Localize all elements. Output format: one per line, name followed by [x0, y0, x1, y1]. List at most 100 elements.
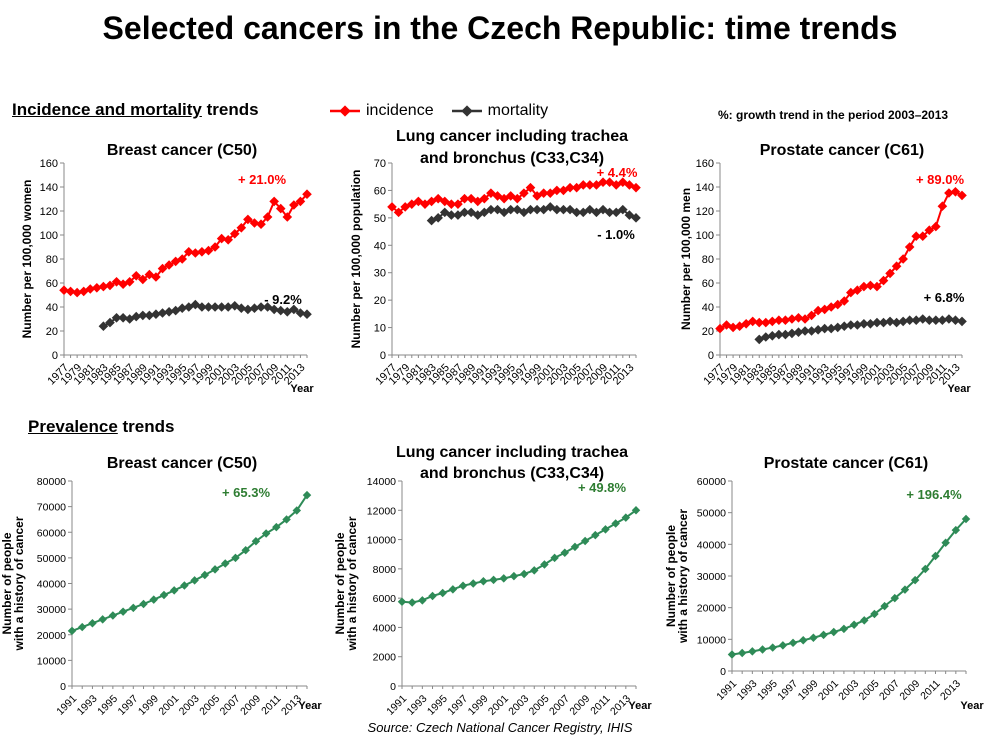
data-point	[275, 203, 286, 214]
data-point	[598, 177, 608, 188]
data-point	[819, 630, 828, 640]
data-point	[793, 327, 804, 338]
y-tick-label: 70	[374, 158, 386, 170]
y-tick-label: 8000	[373, 564, 397, 576]
x-tick-label: 2001	[816, 678, 841, 703]
data-point	[917, 231, 928, 242]
data-point	[885, 316, 895, 327]
data-point	[611, 519, 620, 528]
data-point	[560, 548, 570, 557]
legend-label-mortality: mortality	[487, 102, 549, 119]
y-tick-label: 40	[374, 240, 386, 252]
y-tick-label: 70000	[37, 502, 66, 514]
data-point	[865, 318, 876, 329]
legend-marker-incidence	[330, 105, 360, 117]
y-tick-label: 160	[696, 158, 714, 170]
data-point	[859, 281, 869, 292]
chart-title: and bronchus (C33,C34)	[420, 150, 604, 167]
data-point	[249, 303, 260, 314]
data-point	[900, 585, 910, 594]
y-tick-label: 80000	[37, 476, 66, 488]
data-point	[829, 627, 838, 637]
data-point	[910, 575, 920, 585]
y-tick-label: 0	[380, 350, 386, 362]
data-point	[747, 316, 758, 327]
data-point	[302, 309, 312, 320]
data-point	[203, 245, 214, 256]
data-point	[604, 207, 615, 218]
y-tick-label: 20000	[697, 603, 726, 615]
y-axis-label: with a history of cancer	[345, 516, 359, 651]
growth-label: + 21.0%	[238, 172, 287, 187]
data-point	[223, 234, 233, 245]
y-tick-label: 20	[374, 295, 386, 307]
data-point	[880, 601, 889, 611]
x-tick-label: 2005	[527, 693, 552, 718]
prevalence-section-title-rest: trends	[117, 417, 175, 436]
data-point	[715, 323, 725, 334]
y-tick-label: 50	[374, 213, 386, 225]
data-point	[479, 577, 488, 586]
y-tick-label: 0	[708, 350, 714, 362]
data-point	[924, 315, 935, 326]
data-point	[190, 248, 201, 258]
data-point	[243, 214, 253, 225]
data-point	[67, 626, 77, 636]
data-point	[727, 650, 737, 659]
chart-1: Breast cancer (C50) Number per 100,000 wo…	[20, 142, 314, 395]
y-tick-label: 40000	[37, 579, 66, 591]
data-point	[890, 593, 900, 603]
y-tick-label: 100	[40, 230, 58, 242]
data-point	[839, 296, 850, 306]
growth-label: + 65.3%	[222, 485, 271, 500]
y-tick-label: 0	[720, 666, 726, 678]
data-point	[580, 536, 590, 546]
data-point	[229, 228, 240, 239]
data-point	[98, 615, 107, 624]
data-point	[243, 304, 253, 315]
series-line	[401, 509, 637, 604]
x-tick-label: 1999	[466, 693, 491, 718]
series-mortality	[754, 314, 967, 345]
x-tick-label: 2013	[938, 678, 963, 703]
data-point	[951, 525, 961, 535]
data-point	[767, 316, 778, 327]
chart-title: Prostate cancer (C61)	[764, 455, 929, 472]
y-axis-label: Number of people	[664, 525, 678, 627]
data-point	[944, 314, 954, 324]
data-point	[832, 299, 843, 310]
x-tick-label: 2005	[857, 678, 882, 703]
y-tick-label: 40000	[697, 539, 726, 551]
series-line	[63, 193, 308, 294]
x-tick-label: 1993	[405, 693, 430, 718]
y-tick-label: 12000	[367, 505, 396, 517]
data-point	[767, 330, 778, 341]
data-point	[550, 553, 559, 563]
data-point	[778, 641, 788, 650]
data-point	[787, 328, 797, 339]
data-point	[618, 204, 628, 215]
data-point	[525, 182, 536, 193]
data-point	[921, 564, 930, 574]
data-point	[433, 213, 443, 223]
data-point	[961, 514, 971, 524]
y-tick-label: 80	[46, 254, 58, 266]
data-point	[256, 302, 266, 312]
y-axis-label: Number per 100,000 women	[20, 180, 34, 339]
data-point	[262, 212, 273, 222]
y-axis-label: Number per 100,000 men	[679, 188, 693, 330]
data-point	[924, 225, 935, 236]
y-tick-label: 10000	[37, 655, 66, 667]
data-point	[479, 193, 490, 204]
x-tick-label: 1995	[95, 693, 120, 718]
data-point	[159, 590, 169, 600]
series-line	[71, 494, 308, 632]
y-tick-label: 20	[702, 326, 714, 338]
chart-3: Prostate cancer (C61) Number per 100,000 …	[679, 142, 971, 395]
data-point	[177, 303, 188, 314]
data-point	[190, 576, 199, 585]
y-tick-label: 80	[702, 254, 714, 266]
chart-6: Prostate cancer (C61) Number of peoplewit…	[664, 455, 984, 712]
y-tick-label: 0	[60, 681, 66, 693]
data-point	[957, 316, 967, 327]
